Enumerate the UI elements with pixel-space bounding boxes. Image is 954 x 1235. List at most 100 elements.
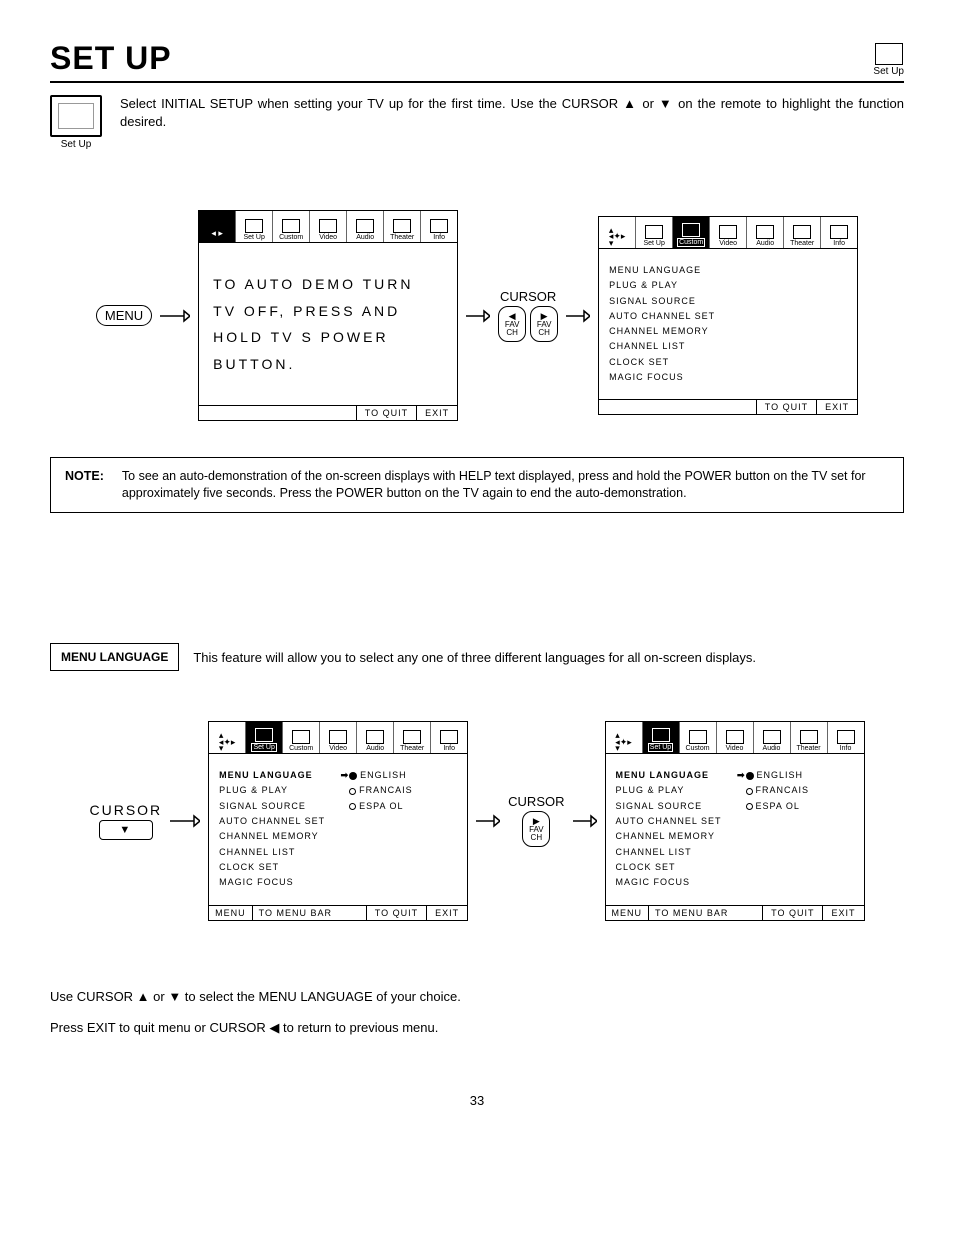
screen-1: ◂ ▸ Set Up Custom Video Audio Theater In… <box>198 210 458 421</box>
menu-item: SIGNAL SOURCE <box>616 799 746 814</box>
radio-unselected-icon <box>349 803 356 810</box>
arrow-icon <box>476 813 500 829</box>
tab-audio: Audio <box>347 211 384 242</box>
tab-strip: ▴◂✦▸▾ Set Up Custom Video Audio Theater … <box>209 722 467 754</box>
screen-3-body: MENU LANGUAGE➡ PLUG & PLAY SIGNAL SOURCE… <box>209 754 467 904</box>
menu-item: SIGNAL SOURCE <box>219 799 349 814</box>
section-label: MENU LANGUAGE <box>50 643 179 671</box>
tab-setup: Set Up <box>236 211 273 242</box>
cursor-down-button: ▼ <box>99 820 153 840</box>
menu-item: CHANNEL MEMORY <box>616 829 746 844</box>
cursor-label: CURSOR <box>498 289 558 304</box>
menu-item: MENU LANGUAGE <box>219 768 313 783</box>
screen-2-body: MENU LANGUAGE PLUG & PLAY SIGNAL SOURCE … <box>599 249 857 399</box>
footer-quit: TO QUIT <box>366 906 426 920</box>
footer-quit: TO QUIT <box>756 400 816 414</box>
menu-item: SIGNAL SOURCE <box>609 294 847 309</box>
diagram-row-2: CURSOR ▼ ▴◂✦▸▾ Set Up Custom Video Audio… <box>50 721 904 920</box>
lang-option: ESPA OL <box>756 799 800 814</box>
tab-audio: Audio <box>357 722 394 753</box>
footer-quit: TO QUIT <box>356 406 416 420</box>
setup-icon-label: Set Up <box>873 66 904 77</box>
fav-ch-left-button: ◀FAVCH <box>498 306 526 342</box>
footer-menu: MENU <box>209 906 253 920</box>
menu-item: PLUG & PLAY <box>219 783 349 798</box>
tab-theater: Theater <box>384 211 421 242</box>
section-menu-language: MENU LANGUAGE This feature will allow yo… <box>50 643 904 671</box>
screen-footer: MENU TO MENU BAR TO QUIT EXIT <box>209 905 467 920</box>
tab-video: Video <box>710 217 747 248</box>
language-options: ENGLISH FRANCAIS ESPA OL <box>349 768 413 890</box>
screen-3: ▴◂✦▸▾ Set Up Custom Video Audio Theater … <box>208 721 468 920</box>
setup-icon-intro: Set Up <box>50 95 102 150</box>
instructions: Use CURSOR ▲ or ▼ to select the MENU LAN… <box>50 981 904 1043</box>
note-label: NOTE: <box>65 468 104 502</box>
menu-item: CHANNEL MEMORY <box>219 829 349 844</box>
instruction-line: Press EXIT to quit menu or CURSOR ◀ to r… <box>50 1012 904 1043</box>
tab-theater: Theater <box>784 217 821 248</box>
tab-theater: Theater <box>394 722 431 753</box>
footer-quit: TO QUIT <box>762 906 822 920</box>
lang-option: FRANCAIS <box>756 783 810 798</box>
screen-2: ▴◂✦▸▾ Set Up Custom Video Audio Theater … <box>598 216 858 415</box>
cursor-label: CURSOR <box>508 794 564 809</box>
intro-section: Set Up Select INITIAL SETUP when setting… <box>50 95 904 150</box>
screen-4: ▴◂✦▸▾ Set Up Custom Video Audio Theater … <box>605 721 865 920</box>
cursor-stack-2: CURSOR ▶FAVCH <box>508 794 564 847</box>
tab-setup: Set Up <box>636 217 673 248</box>
menu-item: PLUG & PLAY <box>616 783 746 798</box>
screen-footer: MENU TO MENU BAR TO QUIT EXIT <box>606 905 864 920</box>
intro-text: Select INITIAL SETUP when setting your T… <box>120 95 904 150</box>
fav-ch-right-button: ▶FAVCH <box>522 811 550 847</box>
menu-item: CLOCK SET <box>616 860 746 875</box>
nav-arrows-tab: ▴◂✦▸▾ <box>599 217 636 248</box>
tab-setup: Set Up <box>246 722 283 753</box>
arrow-icon <box>160 308 190 324</box>
tab-info: Info <box>821 217 857 248</box>
menu-item: MENU LANGUAGE <box>616 768 710 783</box>
note-text: To see an auto-demonstration of the on-s… <box>122 468 889 502</box>
setup-menu-list: MENU LANGUAGE PLUG & PLAY SIGNAL SOURCE … <box>609 263 847 385</box>
menu-item: CLOCK SET <box>609 355 847 370</box>
nav-arrows-tab: ◂ ▸ <box>199 211 236 242</box>
tab-custom: Custom <box>273 211 310 242</box>
tab-custom: Custom <box>283 722 320 753</box>
cursor-down-control: CURSOR ▼ <box>89 802 162 840</box>
tab-info: Info <box>431 722 467 753</box>
footer-exit: EXIT <box>426 906 467 920</box>
setup-menu-list: MENU LANGUAGE➡ PLUG & PLAY SIGNAL SOURCE… <box>219 768 349 890</box>
instruction-line: Use CURSOR ▲ or ▼ to select the MENU LAN… <box>50 981 904 1012</box>
screen-4-body: MENU LANGUAGE➡ PLUG & PLAY SIGNAL SOURCE… <box>606 754 864 904</box>
lang-option: FRANCAIS <box>359 783 413 798</box>
fav-ch-right-button: ▶FAVCH <box>530 306 558 342</box>
menu-item: AUTO CHANNEL SET <box>616 814 746 829</box>
page-number: 33 <box>50 1093 904 1108</box>
tab-theater: Theater <box>791 722 828 753</box>
menu-item: MENU LANGUAGE <box>609 263 847 278</box>
tab-custom: Custom <box>673 217 710 248</box>
lang-option: ENGLISH <box>757 768 804 783</box>
tab-audio: Audio <box>747 217 784 248</box>
radio-unselected-icon <box>746 788 753 795</box>
menu-item: MAGIC FOCUS <box>609 370 847 385</box>
menu-item: CLOCK SET <box>219 860 349 875</box>
footer-exit: EXIT <box>816 400 857 414</box>
tab-info: Info <box>828 722 864 753</box>
tab-strip: ◂ ▸ Set Up Custom Video Audio Theater In… <box>199 211 457 243</box>
menu-item: CHANNEL LIST <box>219 845 349 860</box>
menu-item: PLUG & PLAY <box>609 278 847 293</box>
arrow-icon <box>573 813 597 829</box>
page-header: SET UP Set Up <box>50 40 904 83</box>
footer-exit: EXIT <box>822 906 863 920</box>
tab-custom: Custom <box>680 722 717 753</box>
menu-item: AUTO CHANNEL SET <box>609 309 847 324</box>
screen-footer: TO QUIT EXIT <box>599 399 857 414</box>
arrow-icon <box>466 308 490 324</box>
setup-icon-corner: Set Up <box>873 43 904 77</box>
radio-selected-icon <box>746 772 754 780</box>
setup-menu-list: MENU LANGUAGE➡ PLUG & PLAY SIGNAL SOURCE… <box>616 768 746 890</box>
tab-video: Video <box>717 722 754 753</box>
menu-item: CHANNEL MEMORY <box>609 324 847 339</box>
tab-info: Info <box>421 211 457 242</box>
diagram-row-1: MENU ◂ ▸ Set Up Custom Video Audio Theat… <box>50 210 904 421</box>
